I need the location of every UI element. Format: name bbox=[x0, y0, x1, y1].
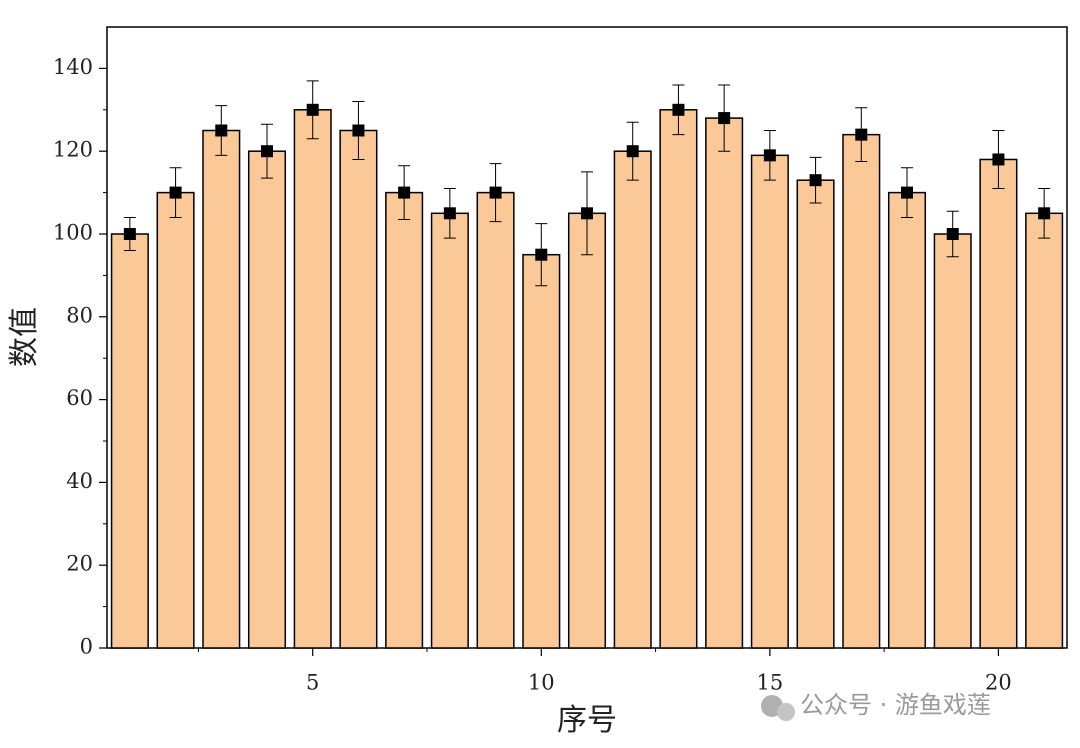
watermark-icon bbox=[777, 703, 795, 721]
bar bbox=[567, 212, 607, 649]
marker bbox=[306, 103, 319, 116]
marker bbox=[443, 207, 456, 220]
bar bbox=[933, 233, 972, 649]
y-tick-label: 60 bbox=[66, 386, 93, 410]
marker bbox=[626, 145, 639, 158]
bar bbox=[476, 191, 515, 649]
marker bbox=[855, 128, 868, 141]
bar bbox=[613, 150, 652, 649]
marker bbox=[946, 228, 959, 240]
marker bbox=[1038, 207, 1051, 220]
bar bbox=[156, 191, 195, 649]
marker bbox=[581, 207, 593, 220]
y-tick-label: 0 bbox=[80, 635, 93, 659]
x-axis-title: 序号 bbox=[557, 703, 617, 738]
marker bbox=[718, 112, 731, 125]
bar bbox=[796, 179, 835, 649]
marker bbox=[901, 186, 913, 199]
bar bbox=[522, 253, 561, 649]
y-tick-label: 80 bbox=[66, 303, 93, 327]
marker bbox=[398, 186, 411, 199]
marker bbox=[535, 248, 548, 261]
y-tick-label: 140 bbox=[53, 55, 93, 79]
y-tick-label: 100 bbox=[53, 221, 93, 245]
x-tick-label: 20 bbox=[985, 671, 1012, 695]
bar bbox=[659, 109, 698, 649]
bar bbox=[705, 117, 744, 649]
x-tick-label: 10 bbox=[528, 671, 555, 695]
x-tick-label: 5 bbox=[306, 671, 319, 695]
y-tick-label: 120 bbox=[53, 138, 93, 162]
y-axis-title: 数值 bbox=[7, 307, 42, 367]
marker bbox=[489, 186, 502, 199]
bar bbox=[842, 133, 881, 649]
watermark-group: 公众号 · 游鱼戏莲 bbox=[761, 691, 991, 721]
marker bbox=[992, 153, 1005, 166]
y-tick-label: 20 bbox=[66, 552, 93, 576]
bar bbox=[339, 129, 378, 649]
bar bbox=[247, 150, 287, 649]
bar bbox=[293, 109, 332, 649]
y-tick-label: 40 bbox=[66, 469, 93, 493]
marker bbox=[261, 145, 273, 158]
x-tick-label: 15 bbox=[756, 671, 783, 695]
marker bbox=[123, 228, 136, 240]
bar bbox=[887, 191, 927, 649]
marker bbox=[169, 186, 182, 199]
bar bbox=[202, 129, 241, 649]
bar bbox=[385, 191, 424, 649]
marker bbox=[809, 174, 822, 187]
marker bbox=[763, 149, 776, 162]
bar bbox=[430, 212, 469, 649]
bar bbox=[110, 233, 149, 649]
bar bbox=[750, 154, 789, 649]
marker bbox=[352, 124, 365, 137]
marker bbox=[215, 124, 228, 137]
marker bbox=[672, 103, 685, 116]
watermark: 公众号 · 游鱼戏莲 bbox=[800, 691, 991, 719]
bar bbox=[1025, 212, 1064, 649]
bar bbox=[979, 158, 1018, 649]
